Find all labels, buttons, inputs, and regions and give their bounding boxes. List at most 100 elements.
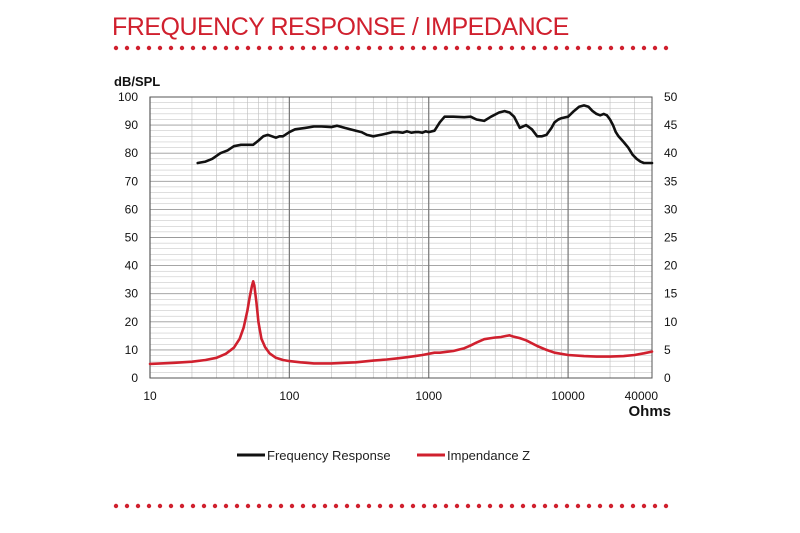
bottom-divider-dot xyxy=(366,503,372,509)
y-tick-label: 90 xyxy=(125,118,139,132)
top-divider-dot xyxy=(410,45,416,51)
top-divider-dot xyxy=(465,45,471,51)
y-tick-label: 50 xyxy=(125,231,139,245)
top-divider-dot xyxy=(520,45,526,51)
bottom-divider-dot xyxy=(586,503,592,509)
top-divider-dot xyxy=(157,45,163,51)
bottom-divider-dot xyxy=(421,503,427,509)
y2-tick-label: 40 xyxy=(664,146,678,160)
top-divider-dot xyxy=(322,45,328,51)
x-axis-title: Ohms xyxy=(628,403,671,420)
chart-grid xyxy=(149,96,653,379)
y2-tick-label: 20 xyxy=(664,259,678,273)
top-divider-dot xyxy=(564,45,570,51)
bottom-divider-dot xyxy=(608,503,614,509)
bottom-divider-dot xyxy=(509,503,515,509)
bottom-divider-dot xyxy=(432,503,438,509)
bottom-divider-dot xyxy=(322,503,328,509)
top-divider-dot xyxy=(619,45,625,51)
top-divider-dot xyxy=(300,45,306,51)
top-divider-dot xyxy=(531,45,537,51)
y2-tick-label: 10 xyxy=(664,315,678,329)
bottom-divider-dot xyxy=(663,503,669,509)
page-title: FREQUENCY RESPONSE / IMPEDANCE xyxy=(112,13,569,41)
bottom-divider-dot xyxy=(234,503,240,509)
bottom-divider-dot xyxy=(531,503,537,509)
y-tick-label: 40 xyxy=(125,259,139,273)
top-divider-dot xyxy=(454,45,460,51)
series-layer xyxy=(148,104,654,366)
bottom-divider-dot xyxy=(619,503,625,509)
top-divider-dot xyxy=(432,45,438,51)
bottom-divider-dot xyxy=(300,503,306,509)
y2-tick-label: 35 xyxy=(664,174,678,188)
y2-tick-label: 0 xyxy=(664,371,671,385)
top-divider-dot xyxy=(278,45,284,51)
bottom-divider-dot xyxy=(410,503,416,509)
bottom-divider-dot xyxy=(641,503,647,509)
bottom-divider-dot xyxy=(553,503,559,509)
top-divider-dot xyxy=(542,45,548,51)
y-tick-label: 20 xyxy=(125,315,139,329)
top-divider-dot xyxy=(113,45,119,51)
top-divider-dot xyxy=(234,45,240,51)
bottom-divider-dot xyxy=(520,503,526,509)
bottom-divider-dot xyxy=(454,503,460,509)
bottom-divider-dot xyxy=(168,503,174,509)
y2-tick-label: 50 xyxy=(664,90,678,104)
bottom-divider-dot xyxy=(355,503,361,509)
x-axis-ticks: 10 100 1000 10000 40000 xyxy=(143,389,658,403)
top-divider-dot xyxy=(377,45,383,51)
bottom-divider-dot xyxy=(267,503,273,509)
plot-frame xyxy=(149,96,653,379)
top-divider-dot xyxy=(586,45,592,51)
top-divider-dot xyxy=(476,45,482,51)
bottom-divider-dot xyxy=(157,503,163,509)
top-divider-dot xyxy=(575,45,581,51)
y2-tick-label: 25 xyxy=(664,231,678,245)
top-divider-dot xyxy=(641,45,647,51)
bottom-divider-dot xyxy=(124,503,130,509)
top-divider-dot xyxy=(212,45,218,51)
top-divider-dot xyxy=(344,45,350,51)
bottom-divider-dot xyxy=(344,503,350,509)
top-divider-dot xyxy=(201,45,207,51)
bottom-divider-dot xyxy=(190,503,196,509)
y2-tick-label: 30 xyxy=(664,202,678,216)
bottom-divider-dot xyxy=(476,503,482,509)
y2-axis-ticks: 0 5 10 15 20 25 30 35 40 45 50 xyxy=(664,90,678,385)
y-axis-title: dB/SPL xyxy=(114,74,160,89)
top-divider-dot xyxy=(135,45,141,51)
bottom-divider-dot xyxy=(212,503,218,509)
bottom-divider-dot xyxy=(179,503,185,509)
bottom-divider-dot xyxy=(443,503,449,509)
bottom-divider-dot xyxy=(113,503,119,509)
top-divider-dot xyxy=(124,45,130,51)
top-divider-dot xyxy=(608,45,614,51)
y-tick-label: 80 xyxy=(125,146,139,160)
top-divider-dot xyxy=(663,45,669,51)
top-divider-dot xyxy=(498,45,504,51)
top-divider-dot xyxy=(509,45,515,51)
y-tick-label: 60 xyxy=(125,202,139,216)
bottom-divider-dot xyxy=(498,503,504,509)
bottom-divider-dot xyxy=(256,503,262,509)
x-tick-label: 10 xyxy=(143,389,157,403)
series-line-impedance xyxy=(148,280,654,366)
top-divider-dot xyxy=(487,45,493,51)
top-divider-dot xyxy=(630,45,636,51)
bottom-divider-dot xyxy=(487,503,493,509)
top-divider-dot xyxy=(168,45,174,51)
bottom-divider-dot xyxy=(377,503,383,509)
top-divider-dot xyxy=(311,45,317,51)
top-dotted-divider xyxy=(113,45,669,51)
y-tick-label: 30 xyxy=(125,287,139,301)
bottom-divider-dot xyxy=(223,503,229,509)
bottom-divider-dot xyxy=(652,503,658,509)
bottom-divider-dot xyxy=(289,503,295,509)
bottom-divider-dot xyxy=(542,503,548,509)
bottom-divider-dot xyxy=(388,503,394,509)
y2-tick-label: 5 xyxy=(664,343,671,357)
bottom-divider-dot xyxy=(245,503,251,509)
